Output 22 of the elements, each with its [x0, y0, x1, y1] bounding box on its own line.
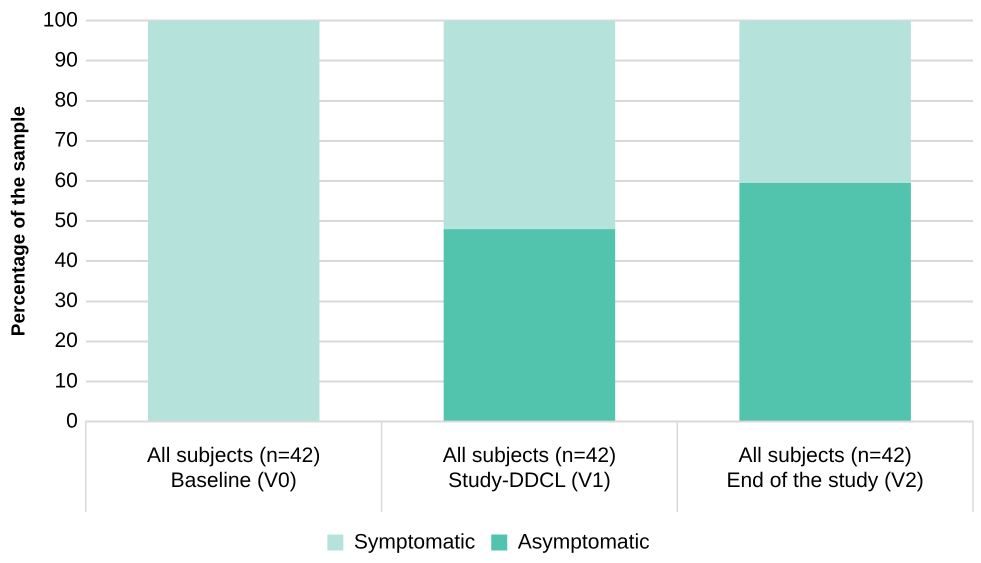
y-tick-label: 10 [54, 369, 78, 392]
y-tick-label: 60 [54, 168, 78, 192]
legend-label: Asymptomatic [518, 530, 650, 554]
legend-label: Symptomatic [354, 530, 476, 554]
x-tick-label: All subjects (n=42) Study-DDCL (V1) [442, 444, 616, 492]
y-tick-label: 30 [54, 289, 78, 312]
y-tick-label: 0 [66, 409, 78, 432]
y-tick-label: 100 [42, 8, 78, 32]
y-tick-label: 80 [54, 88, 78, 112]
y-tick-label: 50 [54, 208, 78, 232]
bar [444, 20, 616, 230]
bar [444, 229, 616, 421]
bar [739, 20, 911, 184]
x-tick-label: All subjects (n=42) End of the study (V2) [726, 444, 924, 492]
bar [148, 20, 320, 421]
y-axis-title: Percentage of the sample [8, 106, 30, 336]
y-tick-label: 90 [54, 48, 78, 72]
y-tick-label: 40 [54, 248, 78, 272]
bar [739, 183, 911, 421]
y-tick-label: 70 [54, 128, 78, 152]
x-tick-label: All subjects (n=42) Baseline (V0) [147, 444, 320, 492]
y-tick-label: 20 [54, 329, 78, 352]
